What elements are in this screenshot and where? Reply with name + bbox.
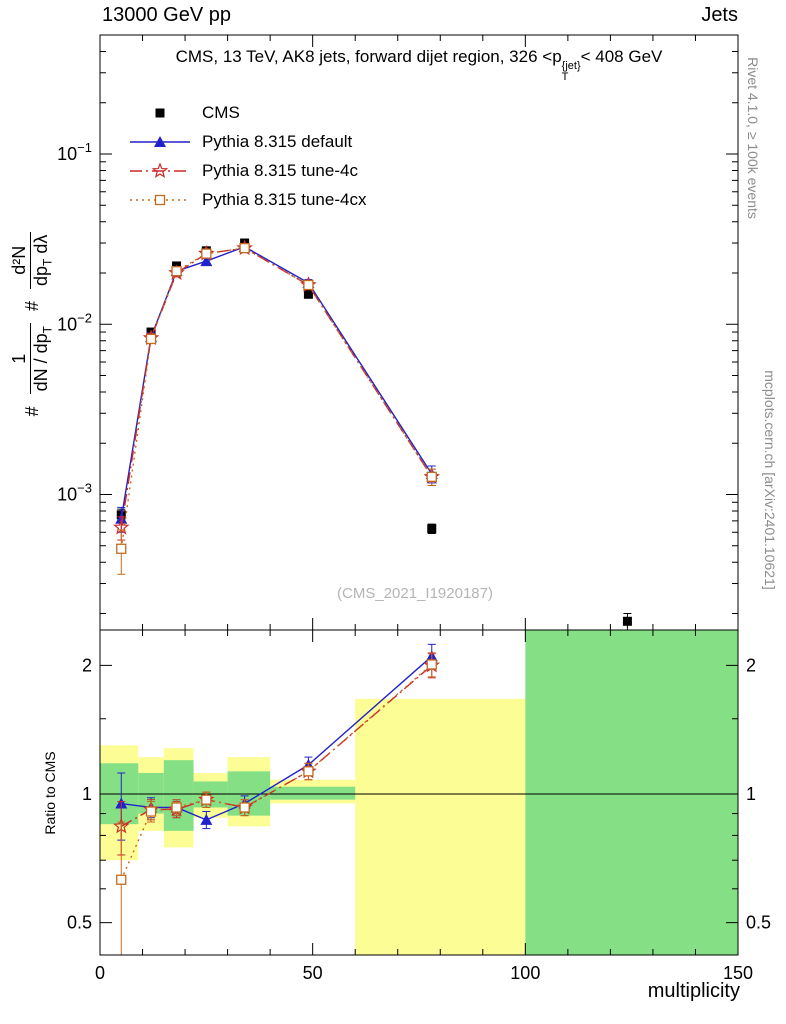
analysis-topic-label: Jets — [701, 4, 738, 26]
analysis-id-watermark: (CMS_2021_I1920187) — [337, 585, 493, 602]
ratio-axis-label: Ratio to CMS — [42, 751, 58, 835]
legend-label-tune-4cx: Pythia 8.315 tune-4cx — [202, 189, 367, 209]
fraction-2-denominator: dpT dλ — [29, 231, 56, 289]
series-cms — [116, 238, 632, 630]
legend-item-tune-4cx: Pythia 8.315 tune-4cx — [128, 187, 366, 212]
svg-text:1: 1 — [746, 784, 756, 804]
series-pythia-8.315-tune-4c — [112, 239, 440, 541]
hash-symbol-2: # — [21, 300, 42, 311]
legend-item-cms: CMS — [128, 100, 366, 125]
series-pythia-8.315-tune-4cx — [116, 652, 437, 955]
svg-text:100: 100 — [510, 963, 540, 983]
legend-item-pythia-default: Pythia 8.315 default — [128, 129, 366, 154]
mcplots-attribution: mcplots.cern.ch [arXiv:2401.10621] — [762, 370, 778, 590]
fraction-2-den-sub: T — [40, 258, 55, 266]
x-axis-label: multiplicity — [647, 980, 740, 1002]
beam-energy-label: 13000 GeV pp — [102, 4, 231, 26]
svg-text:150: 150 — [723, 963, 753, 983]
fraction-1-den-text: dN / dp — [30, 333, 51, 392]
rivet-version-note: Rivet 4.1.0, ≥ 100k events — [745, 57, 761, 219]
fraction-2-den-post: dλ — [30, 234, 51, 259]
legend-label-pythia-default: Pythia 8.315 default — [202, 131, 353, 151]
svg-text:0.5: 0.5 — [67, 913, 92, 933]
svg-text:0: 0 — [95, 963, 105, 983]
fraction-1-denominator: dN / dpT — [29, 323, 56, 395]
series-pythia-8.315-default — [115, 240, 438, 533]
uncertainty-bands — [100, 630, 738, 955]
svg-text:2: 2 — [82, 655, 92, 675]
legend-marker-cms — [155, 108, 165, 117]
fraction-2: d²N dpT dλ — [8, 231, 56, 289]
legend-label-cms: CMS — [202, 102, 240, 122]
svg-text:10−1: 10−1 — [57, 140, 92, 164]
axis-tick-labels: 10−3 10−2 10−1 0.5 0.5 1 1 2 2 0 50 100 150 — [57, 140, 771, 983]
pt-subscript: T — [561, 71, 569, 83]
fraction-2-numerator: d²N — [8, 245, 29, 275]
axis-ticks — [99, 34, 739, 955]
fraction-1-numerator: 1 — [8, 353, 29, 364]
legend-item-tune-4c: Pythia 8.315 tune-4c — [128, 158, 366, 183]
svg-text:10−3: 10−3 — [57, 481, 92, 505]
fraction-1-den-sub: T — [40, 326, 55, 334]
legend-marker-pythia-default — [130, 135, 190, 147]
plot-title: CMS, 13 TeV, AK8 jets, forward dijet reg… — [176, 47, 663, 83]
hash-symbol: # — [21, 406, 42, 417]
legend-marker-tune-4c — [130, 161, 190, 178]
svg-text:2: 2 — [746, 655, 756, 675]
fraction-2-den-text: dp — [30, 265, 51, 286]
legend-label-tune-4c: Pythia 8.315 tune-4c — [202, 160, 358, 180]
pt-jet-superscript: {jet} — [561, 60, 581, 72]
y-axis-label: # 1 dN / dpT # d²N dpT dλ — [0, 24, 64, 624]
fraction-1: 1 dN / dpT — [8, 323, 56, 395]
svg-text:50: 50 — [303, 963, 323, 983]
svg-text:10−2: 10−2 — [57, 310, 92, 334]
plot-title-suffix: < 408 GeV — [580, 47, 663, 66]
legend: CMS Pythia 8.315 default Pythia 8.315 tu… — [128, 100, 366, 212]
pt-jet-supsub: {jet} T — [562, 61, 581, 83]
legend-marker-tune-4cx — [130, 194, 190, 205]
plot-title-prefix: CMS, 13 TeV, AK8 jets, forward dijet reg… — [175, 47, 562, 66]
ratio-panel-frame — [99, 629, 739, 956]
svg-text:1: 1 — [82, 784, 92, 804]
svg-text:0.5: 0.5 — [746, 913, 771, 933]
series-pythia-8.315-tune-4cx — [116, 242, 437, 575]
